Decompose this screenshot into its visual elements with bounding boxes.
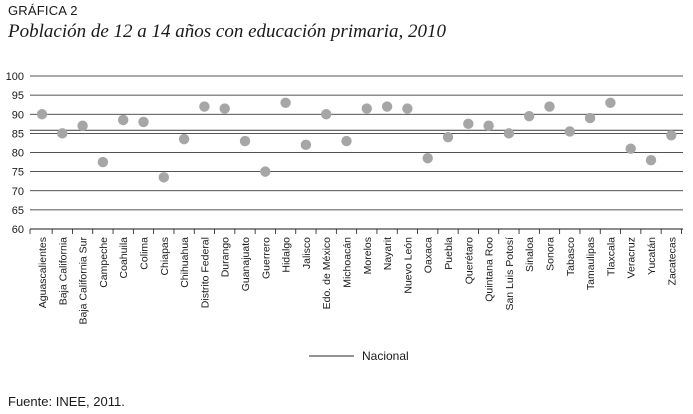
data-point bbox=[260, 166, 271, 177]
source-note: Fuente: INEE, 2011. bbox=[8, 394, 125, 409]
data-point bbox=[239, 135, 251, 147]
y-tick-label: 70 bbox=[12, 186, 24, 198]
x-tick-label: Hidalgo bbox=[281, 237, 293, 273]
x-tick-label: Puebla bbox=[443, 237, 455, 270]
x-tick-label: Querétaro bbox=[463, 237, 475, 284]
grid-lines bbox=[30, 75, 683, 230]
x-axis: Aguascalientes Baja California Baja Califo… bbox=[29, 229, 682, 325]
x-tick-label: Guanajuato bbox=[240, 237, 252, 291]
data-point bbox=[625, 143, 636, 154]
data-point bbox=[178, 133, 190, 145]
data-points bbox=[36, 97, 677, 183]
y-tick-label: 100 bbox=[6, 71, 24, 83]
x-tick-label: Sinaloa bbox=[524, 237, 536, 272]
y-tick-label: 60 bbox=[12, 224, 24, 236]
data-point bbox=[503, 128, 515, 139]
data-point bbox=[483, 120, 494, 131]
figure-label: GRÁFICA 2 bbox=[8, 3, 78, 18]
data-point bbox=[97, 156, 109, 168]
data-point bbox=[199, 101, 210, 112]
data-point bbox=[158, 172, 169, 183]
legend-label-nacional: Nacional bbox=[362, 349, 409, 363]
data-point bbox=[605, 97, 616, 108]
data-point bbox=[36, 109, 48, 120]
x-tick-label: Edo. de México bbox=[321, 237, 333, 310]
data-point bbox=[584, 112, 596, 124]
data-point bbox=[524, 110, 535, 122]
data-point bbox=[361, 103, 372, 114]
y-tick-label: 85 bbox=[12, 128, 24, 140]
data-point bbox=[219, 103, 230, 114]
x-tick-label: San Luis Potosí bbox=[504, 237, 516, 311]
x-tick-label: Oaxaca bbox=[423, 237, 435, 273]
source-org: INEE bbox=[55, 394, 87, 409]
legend: Nacional bbox=[309, 349, 409, 363]
x-tick-label: Chihuahua bbox=[179, 237, 191, 288]
x-tick-label: Aguascalientes bbox=[37, 237, 49, 308]
x-tick-label: Tlaxcala bbox=[605, 237, 617, 276]
data-point bbox=[280, 97, 291, 108]
source-suffix: , 2011. bbox=[86, 394, 125, 409]
x-tick-label: Campeche bbox=[98, 237, 110, 288]
y-tick-label: 80 bbox=[12, 148, 24, 160]
data-point bbox=[118, 114, 129, 126]
x-tick-label: Yucatán bbox=[646, 237, 658, 275]
x-tick-label: Guerrero bbox=[260, 237, 272, 279]
y-tick-label: 90 bbox=[12, 109, 24, 121]
data-point bbox=[666, 130, 677, 141]
x-tick-label: Tabasco bbox=[565, 237, 577, 276]
x-tick-label: Baja California bbox=[57, 237, 69, 305]
data-point bbox=[138, 116, 149, 128]
y-tick-label: 75 bbox=[12, 167, 24, 179]
data-point bbox=[341, 135, 352, 147]
data-point bbox=[645, 154, 657, 166]
x-tick-label: Distrito Federal bbox=[199, 237, 211, 308]
x-tick-label: Veracruz bbox=[626, 237, 638, 278]
data-point bbox=[77, 120, 88, 131]
x-tick-label: Jalisco bbox=[301, 237, 313, 269]
data-point bbox=[442, 132, 454, 143]
data-point bbox=[321, 109, 332, 120]
chart-title: Población de 12 a 14 años con educación … bbox=[8, 21, 447, 42]
x-tick-label: Coahuila bbox=[118, 237, 130, 279]
x-tick-label: Sonora bbox=[545, 237, 557, 271]
x-tick-label: Morelos bbox=[362, 237, 374, 274]
x-tick-label: Quintana Roo bbox=[484, 237, 496, 302]
data-point bbox=[422, 153, 433, 164]
data-point bbox=[463, 118, 474, 130]
data-point bbox=[402, 103, 413, 114]
source-prefix: Fuente: bbox=[8, 394, 56, 409]
x-tick-label: Durango bbox=[220, 237, 232, 277]
y-tick-label: 95 bbox=[12, 90, 24, 102]
data-point bbox=[300, 139, 312, 151]
data-point bbox=[381, 101, 393, 112]
x-tick-label: Nuevo León bbox=[402, 237, 414, 294]
data-point bbox=[544, 101, 555, 112]
x-tick-label: Chiapas bbox=[159, 237, 171, 276]
x-tick-label: Colima bbox=[139, 237, 151, 270]
x-tick-label: Nayarit bbox=[382, 237, 394, 270]
x-tick-label: Tamaulipas bbox=[585, 237, 597, 290]
y-tick-label: 65 bbox=[12, 205, 24, 217]
x-tick-label: Baja California Sur bbox=[78, 237, 90, 325]
x-tick-label: Zacatecas bbox=[666, 237, 678, 285]
data-point bbox=[57, 128, 68, 139]
y-axis: 60 65 70 75 80 85 90 95 100 bbox=[6, 71, 24, 236]
data-point bbox=[564, 126, 575, 137]
x-tick-label: Michoacán bbox=[342, 237, 354, 288]
